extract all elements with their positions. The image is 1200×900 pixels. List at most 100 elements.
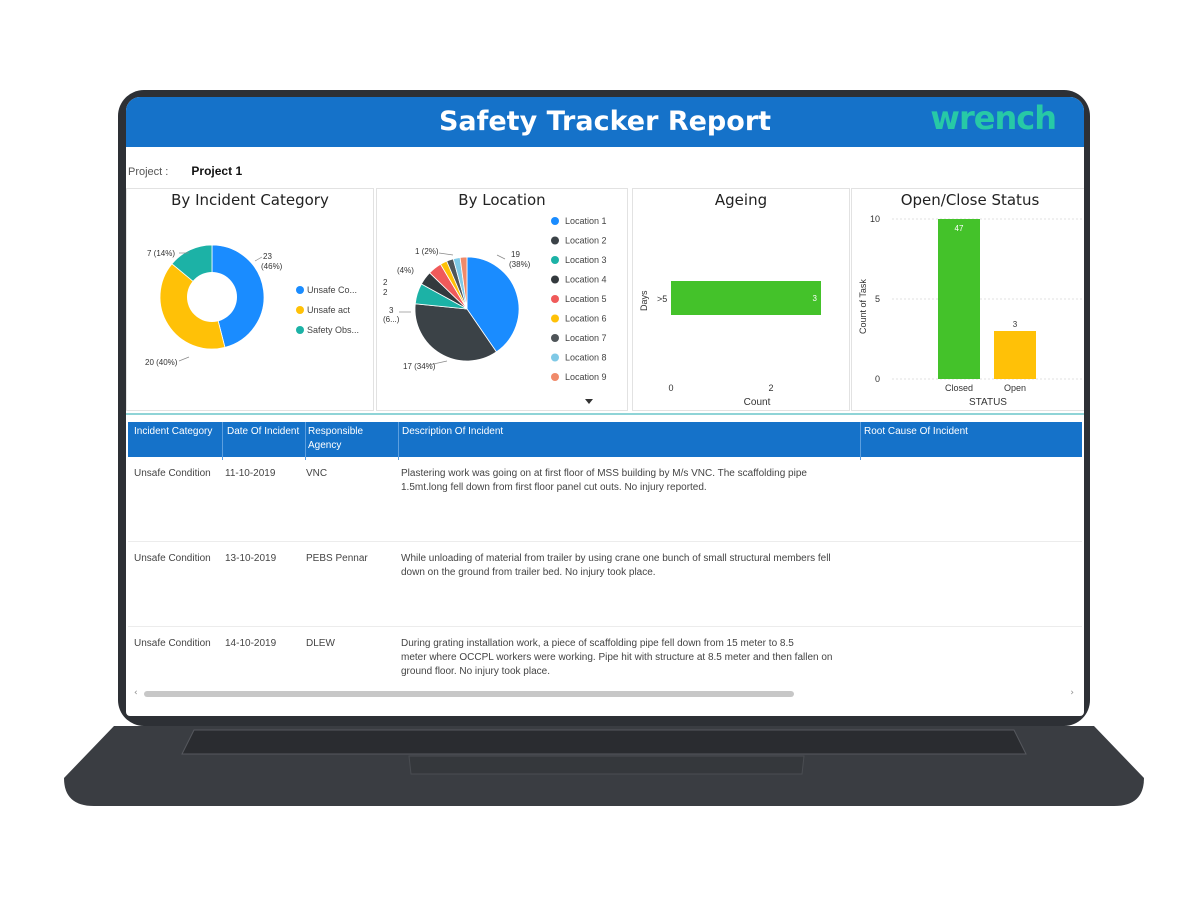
cell-category: Unsafe Condition: [134, 638, 211, 649]
horizontal-scrollbar-track[interactable]: ‹ ›: [134, 688, 1074, 699]
legend-item: Location 6: [565, 314, 607, 324]
cell-category: Unsafe Condition: [134, 553, 211, 564]
legend-item: Location 4: [565, 275, 607, 285]
cell-description: During grating installation work, a piec…: [401, 638, 794, 649]
legend-item: Location 5: [565, 294, 607, 304]
slice-label: 2: [383, 288, 388, 297]
report-header: Safety Tracker Report wrench: [126, 97, 1084, 147]
project-value[interactable]: Project 1: [191, 164, 243, 178]
scroll-left-icon[interactable]: ‹: [134, 688, 138, 698]
cell-agency: VNC: [306, 468, 328, 479]
legend-dot: [551, 295, 559, 303]
legend-item: Location 7: [565, 333, 607, 343]
slice-label-safety: 7 (14%): [147, 249, 175, 258]
legend-dot: [551, 217, 559, 225]
pie-slice-1: [211, 244, 265, 348]
status-bar-closed: [938, 219, 980, 379]
slice-label: 2: [383, 278, 388, 287]
col-date[interactable]: Date Of Incident: [223, 422, 306, 460]
ageing-panel[interactable]: Ageing Days >5 3 0 2 Count: [632, 188, 850, 411]
report-title: Safety Tracker Report: [438, 106, 772, 137]
status-bar-value: 3: [1013, 320, 1018, 329]
legend-item: Location 2: [565, 236, 607, 246]
pie-slice-9: [459, 256, 468, 310]
pie-slice-2: [414, 303, 497, 362]
slice-label: 17 (34%): [403, 362, 436, 371]
legend-item: Unsafe Co...: [307, 285, 357, 295]
status-y-axis-label: Count of Task: [858, 279, 868, 334]
project-label: Project :: [128, 166, 169, 178]
ageing-x-axis-label: Count: [744, 397, 771, 408]
legend-item: Location 3: [565, 255, 607, 265]
location-panel[interactable]: By Location 19 (38%) 17 (34%) 3 (6...) 2…: [376, 188, 628, 411]
slice-label: 19: [511, 250, 520, 259]
legend-dot: [551, 314, 559, 323]
status-x-axis-label: STATUS: [969, 397, 1007, 408]
slice-label: 3: [389, 306, 394, 315]
location-title: By Location: [458, 191, 546, 209]
pie-slice-1: [466, 256, 520, 353]
report-screen: Safety Tracker Report wrench Project : P…: [126, 97, 1084, 716]
status-gridlines: 10 5 0: [870, 214, 1084, 384]
col-incident-category[interactable]: Incident Category: [128, 422, 223, 460]
legend-dot: [551, 353, 559, 362]
ageing-y-axis-label: Days: [639, 290, 649, 311]
legend-item: Location 8: [565, 353, 607, 363]
cell-description: 1.5mt.long fell down from first floor pa…: [401, 482, 707, 493]
status-panel[interactable]: Open/Close Status Count of Task 10 5 0 47 C…: [851, 188, 1084, 411]
legend-dot: [551, 373, 559, 381]
table-row[interactable]: Unsafe Condition 13-10-2019 PEBS Pennar …: [128, 542, 1082, 627]
col-agency[interactable]: Responsible Agency: [305, 422, 399, 460]
slice-label: 1 (2%): [415, 247, 439, 256]
legend-dot: [551, 334, 559, 342]
cell-description: Plastering work was going on at first fl…: [401, 468, 807, 479]
donut-hole: [187, 272, 237, 322]
ageing-chart: Days >5 3 0 2 Count: [639, 281, 821, 408]
horizontal-scrollbar-thumb[interactable]: [144, 691, 794, 697]
cell-date: 13-10-2019: [225, 553, 277, 564]
location-chart: 19 (38%) 17 (34%) 3 (6...) 2 2 (4%) 1 (2…: [383, 216, 607, 404]
slice-label: (38%): [509, 260, 531, 269]
status-title: Open/Close Status: [900, 191, 1040, 209]
status-tick: 10: [870, 214, 880, 224]
col-description[interactable]: Description Of Incident: [399, 422, 861, 460]
scroll-right-icon[interactable]: ›: [1070, 688, 1074, 698]
legend-item: Location 1: [565, 216, 607, 226]
incident-table: Incident Category Date Of Incident Respo…: [126, 413, 1084, 716]
status-category-label: Open: [1004, 383, 1026, 393]
ageing-bar-value: 3: [813, 294, 818, 303]
cell-agency: PEBS Pennar: [306, 553, 368, 564]
incident-category-panel[interactable]: By Incident Category 7 (14%) 23 (46%) 20…: [126, 188, 374, 411]
location-pie-slices: [414, 256, 520, 362]
legend-dot: [551, 236, 559, 245]
cell-category: Unsafe Condition: [134, 468, 211, 479]
status-tick: 0: [875, 374, 880, 384]
status-bar-value: 47: [955, 224, 964, 233]
legend-item: Safety Obs...: [307, 325, 359, 335]
incident-category-legend: Unsafe Co... Unsafe act Safety Obs...: [296, 285, 359, 335]
legend-dot: [551, 275, 559, 284]
table-row[interactable]: Unsafe Condition 11-10-2019 VNC Plasteri…: [128, 457, 1082, 542]
cell-date: 14-10-2019: [225, 638, 277, 649]
triangle-down-icon: [585, 399, 593, 404]
status-category-label: Closed: [945, 383, 973, 393]
cell-description: meter where OCCPL workers were working. …: [401, 652, 833, 663]
status-bars: 47 Closed 3 Open: [938, 219, 1036, 393]
slice-label: (6...): [383, 315, 400, 324]
brand-logo: wrench: [930, 99, 1057, 137]
ageing-tick: 2: [768, 383, 773, 393]
table-header: Incident Category Date Of Incident Respo…: [128, 422, 1082, 460]
table-row[interactable]: Unsafe Condition 14-10-2019 DLEW During …: [128, 627, 1082, 689]
status-tick: 5: [875, 294, 880, 304]
legend-item: Unsafe act: [307, 305, 351, 315]
cell-agency: DLEW: [306, 638, 335, 649]
cell-description: While unloading of material from trailer…: [401, 553, 831, 564]
project-filter[interactable]: Project : Project 1: [128, 164, 242, 178]
incident-category-chart: 7 (14%) 23 (46%) 20 (40%) Unsafe Co... U…: [145, 244, 359, 367]
legend-dot: [551, 256, 559, 264]
slice-label-unsafe-condition-pct: (46%): [261, 262, 283, 271]
col-root-cause[interactable]: Root Cause Of Incident: [864, 426, 968, 437]
ageing-bar: [671, 281, 821, 315]
location-legend: Location 1 Location 2 Location 3 Location 4…: [551, 216, 607, 382]
laptop-keyboard-base: [64, 726, 1144, 806]
